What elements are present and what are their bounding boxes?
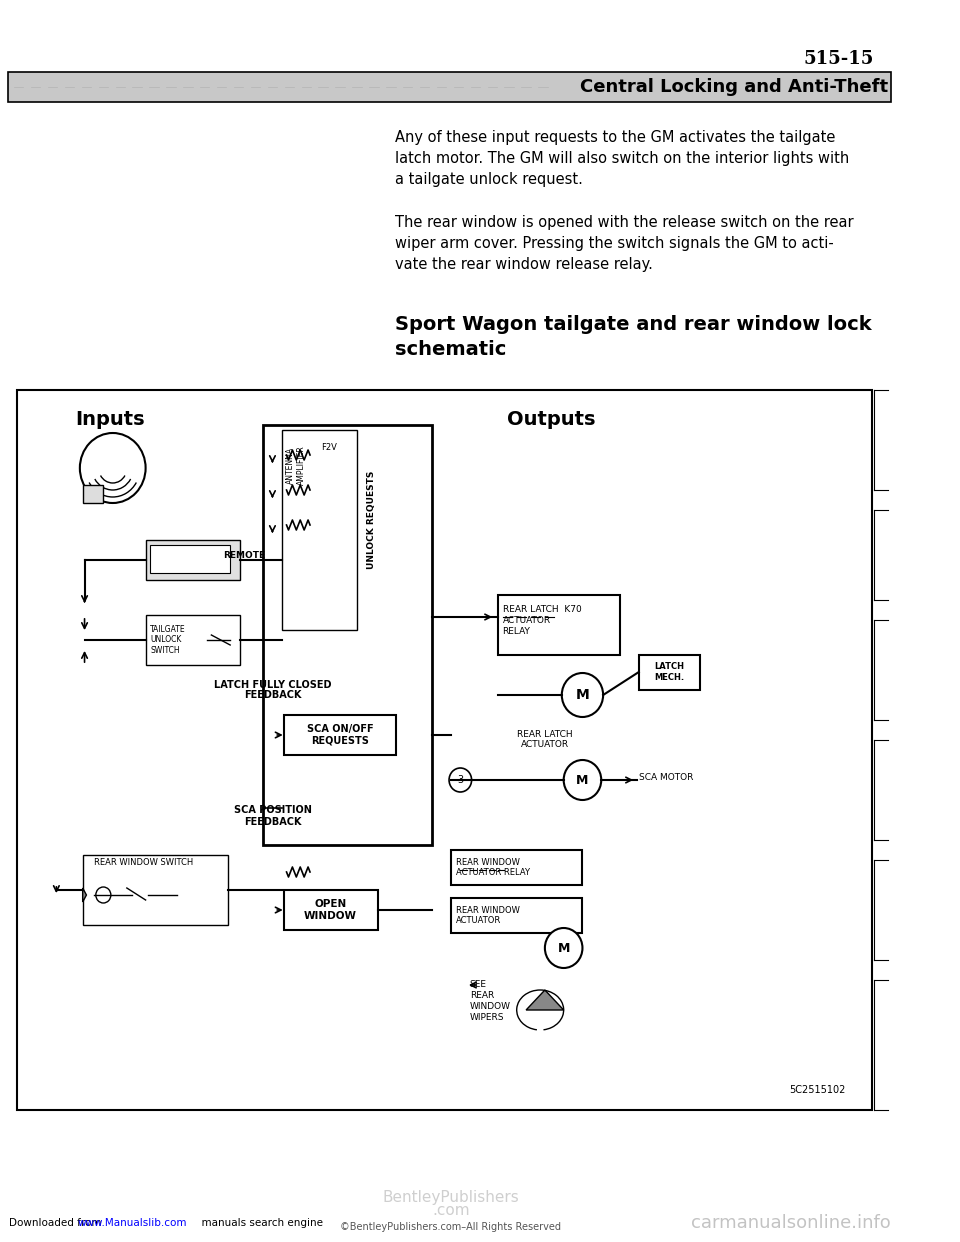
Bar bbox=[83, 854, 228, 925]
Bar bbox=[17, 390, 872, 1110]
Text: FEEDBACK: FEEDBACK bbox=[244, 691, 301, 700]
Text: REAR WINDOW
ACTUATOR: REAR WINDOW ACTUATOR bbox=[456, 905, 519, 925]
Text: F2V: F2V bbox=[321, 443, 337, 452]
Bar bbox=[451, 850, 583, 886]
Text: ©BentleyPublishers.com–All Rights Reserved: ©BentleyPublishers.com–All Rights Reserv… bbox=[341, 1222, 562, 1232]
Bar bbox=[146, 540, 240, 580]
Text: www.Manualslib.com: www.Manualslib.com bbox=[78, 1218, 187, 1228]
Circle shape bbox=[80, 433, 146, 503]
Circle shape bbox=[562, 673, 603, 717]
Text: Downloaded from: Downloaded from bbox=[10, 1218, 106, 1228]
Text: OPEN
WINDOW: OPEN WINDOW bbox=[304, 899, 357, 920]
Text: REAR WINDOW
ACTUATOR RELAY: REAR WINDOW ACTUATOR RELAY bbox=[456, 858, 530, 877]
Text: REAR WINDOW SWITCH: REAR WINDOW SWITCH bbox=[94, 858, 193, 867]
Bar bbox=[282, 430, 357, 630]
Polygon shape bbox=[526, 990, 564, 1010]
Text: SCA MOTOR: SCA MOTOR bbox=[638, 774, 693, 782]
Text: Outputs: Outputs bbox=[507, 410, 596, 428]
Bar bbox=[83, 484, 104, 503]
Text: REAR LATCH
ACTUATOR: REAR LATCH ACTUATOR bbox=[517, 730, 573, 749]
Text: M: M bbox=[576, 688, 589, 702]
Bar bbox=[498, 595, 620, 655]
Text: LATCH
MECH.: LATCH MECH. bbox=[654, 662, 684, 682]
Bar bbox=[451, 898, 583, 933]
Text: SCA ON/OFF
REQUESTS: SCA ON/OFF REQUESTS bbox=[307, 724, 373, 745]
Text: 5C2515102: 5C2515102 bbox=[789, 1086, 846, 1095]
Circle shape bbox=[545, 928, 583, 968]
Bar bbox=[146, 615, 240, 664]
Text: Inputs: Inputs bbox=[75, 410, 145, 428]
Text: 515-15: 515-15 bbox=[804, 50, 874, 68]
Text: REMOTE: REMOTE bbox=[223, 550, 265, 559]
Text: TAILGATE
UNLOCK
SWITCH: TAILGATE UNLOCK SWITCH bbox=[151, 625, 186, 655]
Bar bbox=[151, 545, 230, 573]
Text: 3: 3 bbox=[457, 775, 464, 785]
Circle shape bbox=[564, 760, 601, 800]
Text: LATCH FULLY CLOSED: LATCH FULLY CLOSED bbox=[214, 681, 331, 691]
Text: SEE
REAR
WINDOW
WIPERS: SEE REAR WINDOW WIPERS bbox=[469, 980, 511, 1022]
Text: The rear window is opened with the release switch on the rear
wiper arm cover. P: The rear window is opened with the relea… bbox=[395, 215, 853, 272]
Text: ANTENNA
AMPLIFIER: ANTENNA AMPLIFIER bbox=[286, 445, 305, 484]
Text: UNLOCK REQUESTS: UNLOCK REQUESTS bbox=[367, 471, 375, 569]
Text: SCA POSITION: SCA POSITION bbox=[233, 805, 311, 815]
Bar bbox=[284, 891, 377, 930]
Text: M: M bbox=[558, 941, 570, 955]
Bar bbox=[8, 72, 891, 102]
Bar bbox=[284, 715, 396, 755]
Text: REAR LATCH  K70
ACTUATOR
RELAY: REAR LATCH K70 ACTUATOR RELAY bbox=[503, 605, 582, 636]
Circle shape bbox=[96, 887, 110, 903]
Polygon shape bbox=[83, 888, 86, 902]
Text: Any of these input requests to the GM activates the tailgate
latch motor. The GM: Any of these input requests to the GM ac… bbox=[395, 130, 849, 188]
Text: M: M bbox=[576, 774, 588, 786]
Text: FEEDBACK: FEEDBACK bbox=[244, 817, 301, 827]
Bar bbox=[638, 655, 700, 691]
Text: carmanualsonline.info: carmanualsonline.info bbox=[691, 1213, 891, 1232]
Text: manuals search engine: manuals search engine bbox=[196, 1218, 324, 1228]
Text: .com: .com bbox=[432, 1203, 469, 1218]
Text: Sport Wagon tailgate and rear window lock
schematic: Sport Wagon tailgate and rear window loc… bbox=[395, 315, 871, 359]
Circle shape bbox=[449, 768, 471, 792]
Text: Central Locking and Anti-Theft: Central Locking and Anti-Theft bbox=[580, 78, 888, 96]
Text: BentleyPublishers: BentleyPublishers bbox=[383, 1190, 519, 1205]
Bar bbox=[263, 425, 432, 845]
